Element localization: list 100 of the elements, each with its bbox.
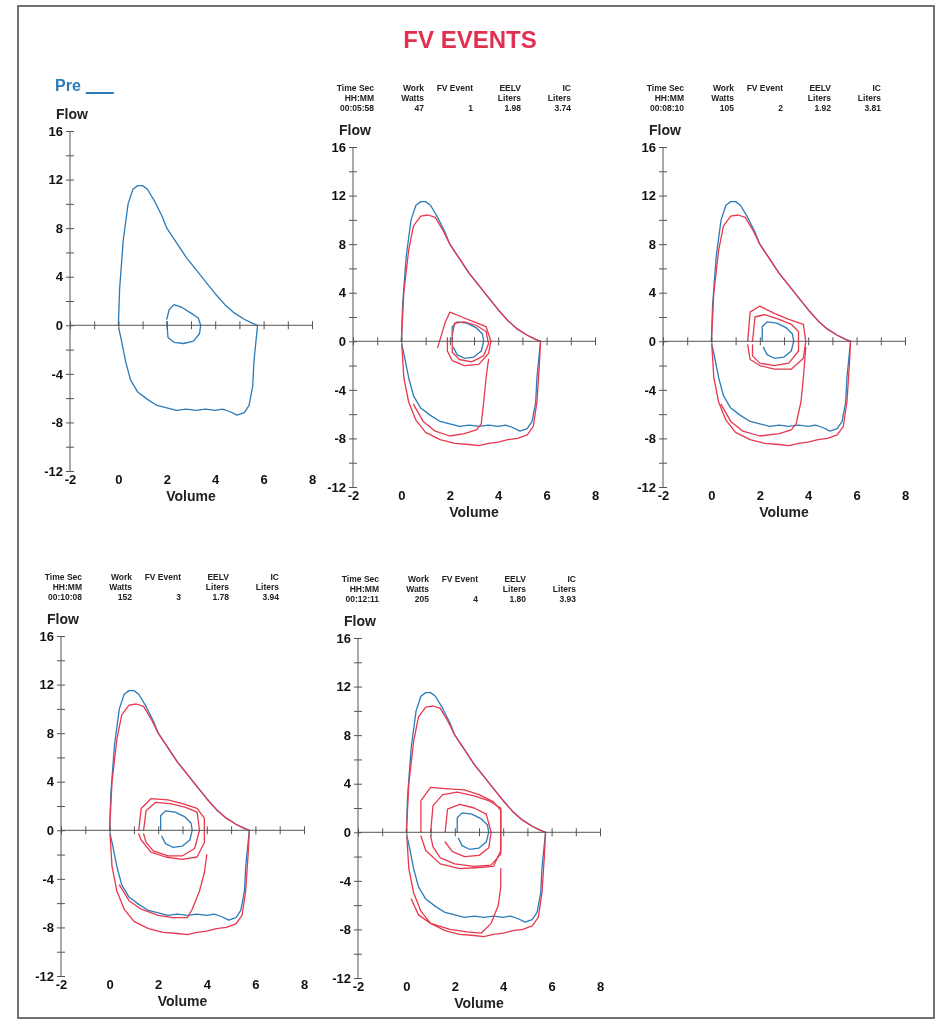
y-tick-label: 4 [338,285,347,301]
x-tick-label: 8 [591,488,600,504]
y-tick-label: 16 [641,139,656,155]
y-tick-label: -8 [644,431,656,447]
y-tick-label: 0 [55,317,63,333]
y-tick-label: 8 [55,220,63,236]
x-tick-label: 2 [163,472,171,488]
x-tick-label: 8 [308,472,317,488]
y-tick-label: -12 [35,968,54,984]
text: FV Event 3 [144,572,182,602]
x-tick-label: 0 [708,488,716,504]
y-tick-label: 8 [648,236,656,252]
y-tick-label: 12 [48,172,63,188]
text: Work Watts 152 [109,572,133,602]
text: Work Watts 47 [401,83,425,113]
x-axis-title: Volume [157,993,208,1009]
x-tick-label: 8 [901,488,910,504]
y-tick-label: 8 [338,236,346,252]
y-tick-label: 0 [338,333,346,349]
y-tick-label: 4 [46,774,55,790]
x-tick-label: 4 [203,977,212,993]
y-tick-label: -4 [644,382,657,398]
y-tick-label: 12 [641,188,656,204]
x-tick-label: 0 [106,977,114,993]
x-tick-label: -2 [352,979,365,995]
x-axis-title: Volume [449,504,499,520]
x-tick-label: -2 [64,472,77,488]
text: FV Event 2 [746,83,784,113]
x-tick-label: 4 [500,979,509,995]
y-tick-label: 4 [343,776,352,792]
y-tick-label: -4 [339,873,352,889]
text: EELV Liters 1.92 [807,83,832,113]
y-tick-label: 0 [343,824,351,840]
y-tick-label: -4 [51,366,64,382]
x-tick-label: 2 [756,488,764,504]
chart-title: FV EVENTS [403,26,537,53]
y-tick-label: 8 [343,727,351,743]
x-tick-label: -2 [55,977,68,993]
y-tick-label: 12 [39,677,54,693]
x-tick-label: 8 [596,979,605,995]
y-tick-label: -12 [332,970,351,986]
text: Work Watts 105 [711,83,735,113]
x-tick-label: 6 [853,488,861,504]
x-tick-label: 2 [155,977,163,993]
y-tick-label: -4 [42,871,55,887]
y-tick-label: -12 [327,479,346,495]
y-tick-label: 12 [336,679,351,695]
y-axis-title: Flow [56,106,88,122]
y-tick-label: 12 [331,188,346,204]
text: Time Sec HH:MM 00:12:11 [341,574,380,604]
y-tick-label: -8 [339,922,351,938]
x-tick-label: 2 [451,979,459,995]
y-tick-label: -4 [334,382,347,398]
y-tick-label: -8 [42,920,54,936]
text: IC Liters 3.74 [547,83,572,113]
x-tick-label: 2 [446,488,454,504]
text: EELV Liters 1.98 [497,83,522,113]
x-tick-label: 6 [260,472,268,488]
x-tick-label: 4 [495,488,504,504]
text: FV Event 1 [436,83,474,113]
y-tick-label: -8 [51,415,63,431]
text: EELV Liters 1.78 [205,572,230,602]
y-tick-label: 4 [648,285,657,301]
y-tick-label: 4 [55,269,64,285]
y-tick-label: 0 [648,333,656,349]
text: Time Sec HH:MM 00:05:58 [336,83,375,113]
x-axis-title: Volume [454,995,504,1011]
x-tick-label: -2 [347,488,360,504]
y-tick-label: 16 [331,139,346,155]
y-axis-title: Flow [344,613,376,629]
text: IC Liters 3.94 [255,572,280,602]
text: Time Sec HH:MM 00:08:10 [646,83,685,113]
x-axis-title: Volume [759,504,809,520]
y-tick-label: -12 [44,463,63,479]
y-axis-title: Flow [339,122,371,138]
x-tick-label: 6 [548,979,556,995]
x-tick-label: 0 [115,472,123,488]
x-tick-label: 4 [805,488,814,504]
x-tick-label: 4 [212,472,221,488]
y-axis-title: Flow [47,611,79,627]
x-tick-label: 0 [403,979,411,995]
y-tick-label: 16 [39,628,54,644]
text: IC Liters 3.93 [552,574,577,604]
x-tick-label: -2 [657,488,670,504]
text: EELV Liters 1.80 [502,574,527,604]
text: FV Event 4 [441,574,479,604]
x-axis-title: Volume [166,488,216,504]
y-axis-title: Flow [649,122,681,138]
text: Work Watts 205 [406,574,430,604]
x-tick-label: 6 [543,488,551,504]
y-tick-label: -12 [637,479,656,495]
x-tick-label: 8 [300,977,309,993]
y-tick-label: 16 [336,630,351,646]
legend-label: Pre [55,77,81,94]
y-tick-label: 8 [46,725,54,741]
y-tick-label: -8 [334,431,346,447]
x-tick-label: 6 [252,977,260,993]
x-tick-label: 0 [398,488,406,504]
text: IC Liters 3.81 [857,83,882,113]
y-tick-label: 0 [46,822,54,838]
